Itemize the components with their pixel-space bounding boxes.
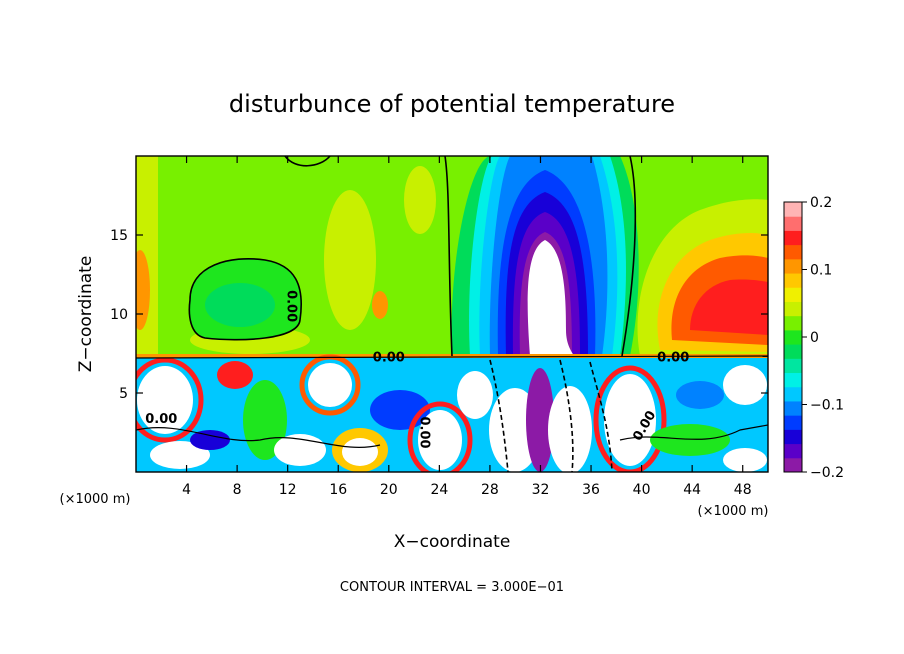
y-axis-ticks: 5 10 15 [110, 228, 768, 402]
patch-f [308, 363, 352, 407]
x-tick-label: 16 [329, 482, 347, 498]
colorbar-tick-label: 0.2 [810, 195, 832, 211]
colorbar-swatch [784, 329, 802, 345]
contour-lower-1 [136, 427, 381, 449]
colorbar-swatch [784, 443, 802, 459]
warm-patch-4 [404, 166, 436, 234]
contour-label: 0.00 [657, 350, 689, 365]
warm-patch-1 [324, 190, 376, 330]
contour-interval-note: CONTOUR INTERVAL = 3.000E−01 [340, 580, 564, 595]
contour-interface [136, 355, 768, 359]
x-tick-label: 4 [182, 482, 191, 498]
colorbar-swatch [784, 386, 802, 402]
colorbar-swatch [784, 429, 802, 445]
patch-c [217, 361, 253, 389]
patch-n-rim [593, 365, 667, 472]
warm-patch-2 [372, 291, 388, 319]
patch-b [150, 441, 210, 469]
colorbar-swatch [784, 315, 802, 331]
x-tick-label: 12 [279, 482, 297, 498]
patch-j [457, 371, 493, 419]
left-warm-core [136, 250, 150, 330]
patch-i [418, 410, 462, 470]
patch-l [526, 368, 554, 472]
heatmap-field: 0.000.000.00 0.000.00 0.00 [136, 156, 768, 472]
colorbar-tick-label: −0.1 [810, 398, 844, 414]
contour-dashed-1 [489, 359, 509, 472]
contour-label: 0.00 [416, 416, 431, 448]
y-tick-label: 5 [119, 386, 128, 402]
colorbar-swatch [784, 202, 802, 217]
patch-a [137, 366, 193, 434]
y-tick-label: 15 [110, 228, 128, 244]
colorbar-swatch [784, 301, 802, 317]
chart-title: disturbunce of potential temperature [229, 90, 675, 118]
colorbar-swatch [784, 372, 802, 388]
right-warm-core [690, 279, 768, 335]
x-tick-label: 20 [380, 482, 398, 498]
patch-g-core [342, 438, 378, 466]
x-axis-ticks: 4 8 12 16 20 24 28 32 36 40 44 48 [182, 156, 752, 498]
colorbar-swatch [784, 244, 802, 260]
patch-e [274, 434, 326, 466]
x-tick-label: 44 [683, 482, 701, 498]
colorbar-tick-label: −0.2 [810, 465, 844, 481]
x-tick-label: 32 [532, 482, 550, 498]
colorbar-swatch [784, 358, 802, 374]
x-tick-label: 28 [481, 482, 499, 498]
contour-cool-closed [188, 258, 302, 341]
y-axis-label: Z−coordinate [76, 256, 96, 373]
x-tick-label: 36 [582, 482, 600, 498]
patch-i-rim [407, 401, 473, 472]
colorbar-swatch [784, 400, 802, 416]
patch-n [604, 374, 656, 466]
y-tick-label: 10 [110, 307, 128, 323]
colorbar-swatch [784, 457, 802, 473]
x-tick-label: 8 [233, 482, 242, 498]
patch-s [676, 381, 724, 409]
contour-dashed-2 [559, 359, 574, 472]
lower-turbulent-patches [136, 354, 767, 472]
plume-saturated-core [527, 240, 574, 356]
cool-core [205, 283, 275, 327]
x-tick-label: 24 [430, 482, 448, 498]
contour-lower-2 [619, 424, 768, 441]
patch-o [650, 424, 730, 456]
contour-plume-right [621, 156, 637, 357]
patch-m [548, 386, 592, 472]
colorbar-ticks: 0.2 0.1 0 −0.1 −0.2 [802, 195, 844, 481]
x-axis-label: X−coordinate [394, 532, 511, 552]
contour-lines [136, 156, 768, 472]
contour-label: 0.00 [145, 412, 177, 427]
contour-label: 0.00 [284, 290, 299, 322]
patch-a-rim [136, 357, 204, 443]
colorbar [783, 201, 803, 473]
patch-r [190, 430, 230, 450]
colorbar-swatch [784, 216, 802, 231]
colorbar-swatch [784, 273, 802, 288]
colorbar-swatch [784, 344, 802, 359]
colorbar-tick-label: 0.1 [810, 263, 832, 279]
contour-plume-left [444, 156, 453, 357]
contour-label: 0.00 [373, 350, 405, 365]
colorbar-swatch [784, 230, 802, 246]
patch-p [723, 365, 767, 405]
contour-dashed-3 [589, 361, 613, 472]
patch-q [723, 448, 767, 472]
colorbar-tick-label: 0 [810, 330, 819, 346]
x-unit-label-right: (×1000 m) [698, 504, 769, 519]
colorbar-swatch [784, 415, 802, 430]
colorbar-swatch [784, 258, 802, 274]
x-unit-label-left: (×1000 m) [60, 492, 131, 507]
colorbar-swatch [784, 287, 802, 302]
x-tick-label: 48 [734, 482, 752, 498]
x-tick-label: 40 [633, 482, 651, 498]
